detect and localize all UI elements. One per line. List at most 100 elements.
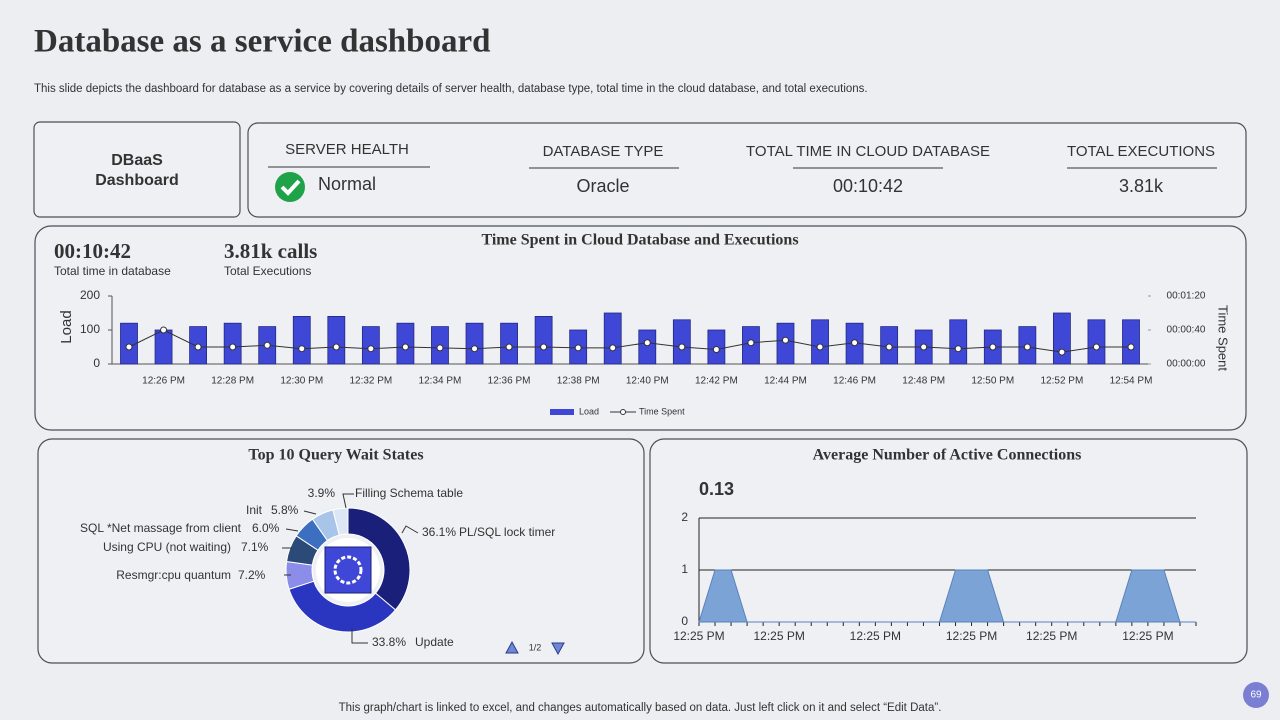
- y-tick-label: 0: [93, 356, 100, 370]
- slice-name-label: Resmgr:cpu quantum: [116, 568, 231, 582]
- x-tick-label: 12:25 PM: [753, 629, 804, 643]
- y-axis-label: Load: [58, 310, 75, 343]
- kpi-value: Oracle: [576, 176, 629, 196]
- line-marker: [263, 341, 271, 349]
- slice-name-label: SQL *Net massage from client: [80, 521, 242, 535]
- line-marker: [471, 345, 479, 353]
- slice-value-label: 33.8%: [372, 635, 406, 649]
- x-tick-label: 12:25 PM: [850, 629, 901, 643]
- x-tick-label: 12:28 PM: [211, 376, 254, 387]
- center-icon-gear: [333, 555, 363, 585]
- slice-value-label: 7.1%: [241, 540, 269, 554]
- page-number: 69: [1250, 690, 1262, 701]
- y2-axis-label: Time Spent: [1216, 305, 1231, 371]
- bar: [1122, 319, 1140, 365]
- bar: [327, 315, 346, 365]
- kpi-box: [247, 122, 1247, 218]
- x-tick-label: 12:25 PM: [1026, 629, 1077, 643]
- page-badge: [1243, 682, 1269, 708]
- line-marker: [505, 343, 513, 351]
- bar: [949, 319, 968, 365]
- legend-label: Load: [579, 406, 599, 416]
- x-tick-label: 12:40 PM: [626, 376, 669, 387]
- leader-line: [351, 628, 368, 644]
- leader-line: [342, 493, 354, 509]
- summary-value: 00:10:42: [54, 239, 131, 263]
- area-panel: [649, 438, 1248, 664]
- donut-slice: [347, 507, 411, 611]
- y2-tick-label: 00:01:20: [1167, 291, 1206, 302]
- line-marker: [643, 339, 651, 347]
- summary-label: Total Executions: [224, 264, 311, 278]
- y2-tick-label: 00:00:00: [1167, 359, 1206, 370]
- line-marker: [989, 343, 997, 351]
- check-icon: [275, 172, 305, 202]
- line-marker: [781, 336, 789, 344]
- legend-swatch: [550, 409, 574, 415]
- x-tick-label: 12:48 PM: [902, 376, 945, 387]
- line-marker: [194, 343, 202, 351]
- line-marker: [1127, 343, 1135, 351]
- slice-value-label: 6.0%: [252, 521, 280, 535]
- slice-name-label: PL/SQL lock timer: [459, 525, 555, 539]
- line-marker: [609, 344, 617, 352]
- bar: [1052, 312, 1071, 365]
- bar: [1087, 319, 1106, 365]
- sidebar-title: DBaaS: [111, 152, 163, 169]
- line-marker: [885, 343, 893, 351]
- line-marker: [678, 343, 686, 351]
- x-tick-label: 12:26 PM: [142, 376, 185, 387]
- title: Database as a service dashboard: [34, 24, 491, 60]
- line-marker: [298, 345, 306, 353]
- chart-title: Time Spent in Cloud Database and Executi…: [481, 232, 798, 249]
- slice-name-label: Init: [246, 503, 263, 517]
- slice-value-label: 36.1%: [422, 525, 456, 539]
- line-marker: [160, 326, 168, 334]
- x-tick-label: 12:52 PM: [1040, 376, 1083, 387]
- line-marker: [954, 345, 962, 353]
- x-tick-label: 12:25 PM: [1122, 629, 1173, 643]
- bar: [465, 322, 484, 365]
- donut-slice: [288, 580, 397, 633]
- footer-note: This graph/chart is linked to excel, and…: [339, 702, 942, 714]
- y-tick-label: 1: [681, 562, 688, 576]
- bar: [292, 315, 311, 365]
- bar: [811, 319, 829, 365]
- x-tick-label: 12:25 PM: [946, 629, 997, 643]
- kpi-label: TOTAL TIME IN CLOUD DATABASE: [746, 143, 990, 160]
- line-marker: [229, 343, 237, 351]
- line-marker: [816, 343, 824, 351]
- check-mark: [280, 179, 301, 196]
- line-marker: [125, 343, 133, 351]
- kpi-label: DATABASE TYPE: [543, 143, 664, 160]
- x-tick-label: 12:54 PM: [1110, 376, 1153, 387]
- slice-name-label: Update: [415, 635, 454, 649]
- line-marker: [401, 343, 409, 351]
- x-tick-label: 12:34 PM: [419, 376, 462, 387]
- y-tick-label: 100: [80, 322, 100, 336]
- line-marker: [851, 339, 859, 347]
- slice-value-label: 7.2%: [238, 568, 266, 582]
- donut-slice: [332, 507, 349, 536]
- summary-value: 3.81k calls: [224, 239, 317, 263]
- leader-line: [401, 525, 419, 534]
- pager-next[interactable]: [551, 642, 565, 656]
- chart-title: Average Number of Active Connections: [813, 447, 1082, 464]
- x-tick-label: 12:36 PM: [488, 376, 531, 387]
- sidebar-title: Dashboard: [95, 172, 179, 189]
- line-marker: [540, 343, 548, 351]
- legend-label: Time Spent: [639, 406, 685, 416]
- line-marker: [920, 343, 928, 351]
- kpi-label: SERVER HEALTH: [285, 141, 409, 158]
- slice-value-label: 5.8%: [271, 503, 299, 517]
- pager-prev[interactable]: [505, 640, 519, 654]
- kpi-value: 00:10:42: [833, 176, 903, 196]
- chart-panel: [34, 225, 1247, 431]
- legend-swatch: [620, 409, 626, 415]
- x-tick-label: 12:25 PM: [673, 629, 724, 643]
- y2-tick-label: 00:00:40: [1167, 325, 1206, 336]
- bar: [672, 319, 691, 365]
- kpi-label: TOTAL EXECUTIONS: [1067, 143, 1215, 160]
- y-tick-label: 200: [80, 288, 100, 302]
- bar: [638, 329, 657, 365]
